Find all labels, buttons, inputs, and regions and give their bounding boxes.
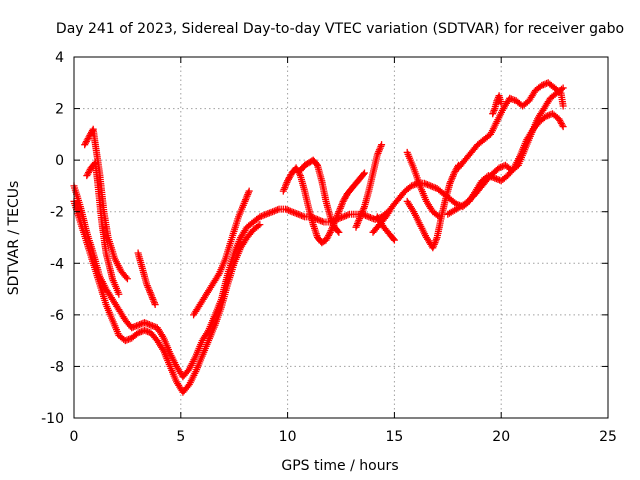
series-arc-15 <box>455 79 567 172</box>
series-arc-8 <box>296 156 343 236</box>
point-markers <box>369 110 567 236</box>
point-markers <box>83 159 123 298</box>
y-tick-label: 4 <box>55 50 64 66</box>
point-markers <box>190 187 253 319</box>
x-tick-label: 5 <box>176 429 185 445</box>
grid-lines <box>74 57 608 418</box>
y-tick-label: 2 <box>55 102 64 118</box>
axis-ticks <box>73 56 609 419</box>
plot-frame <box>73 56 609 419</box>
point-markers <box>296 156 343 236</box>
y-axis-tick-labels: -10 -8 -6 -4 -2 0 2 4 <box>41 50 64 427</box>
series-arc-12 <box>403 161 462 252</box>
x-tick-label: 0 <box>70 429 79 445</box>
point-markers <box>403 148 443 221</box>
point-markers <box>134 249 159 309</box>
x-axis-tick-labels: 0 5 10 15 20 25 <box>70 429 617 445</box>
x-tick-label: 15 <box>385 429 403 445</box>
point-markers <box>455 79 567 172</box>
series-arc-16 <box>489 92 505 118</box>
y-tick-label: -6 <box>50 308 64 324</box>
series-arc-5 <box>134 249 159 309</box>
data-series <box>70 79 567 396</box>
point-markers <box>489 92 505 118</box>
y-tick-label: -2 <box>50 205 64 221</box>
x-tick-label: 20 <box>492 429 510 445</box>
chart-title: Day 241 of 2023, Sidereal Day-to-day VTE… <box>56 21 624 37</box>
y-axis-label: SDTVAR / TECUs <box>6 181 22 296</box>
y-tick-label: -8 <box>50 359 64 375</box>
y-tick-label: 0 <box>55 153 64 169</box>
series-arc-14 <box>444 84 567 218</box>
x-axis-label: GPS time / hours <box>281 458 398 474</box>
series-arc-9 <box>352 141 386 231</box>
x-tick-label: 10 <box>279 429 297 445</box>
x-tick-label: 25 <box>599 429 617 445</box>
series-arc-6 <box>190 187 253 319</box>
series-arc-11 <box>369 110 567 236</box>
series-arc-4 <box>83 159 123 298</box>
point-markers <box>403 161 462 252</box>
point-markers <box>444 84 567 218</box>
point-markers <box>352 141 386 231</box>
y-tick-label: -4 <box>50 256 64 272</box>
y-tick-label: -10 <box>41 411 64 427</box>
series-arc-13 <box>403 148 443 221</box>
